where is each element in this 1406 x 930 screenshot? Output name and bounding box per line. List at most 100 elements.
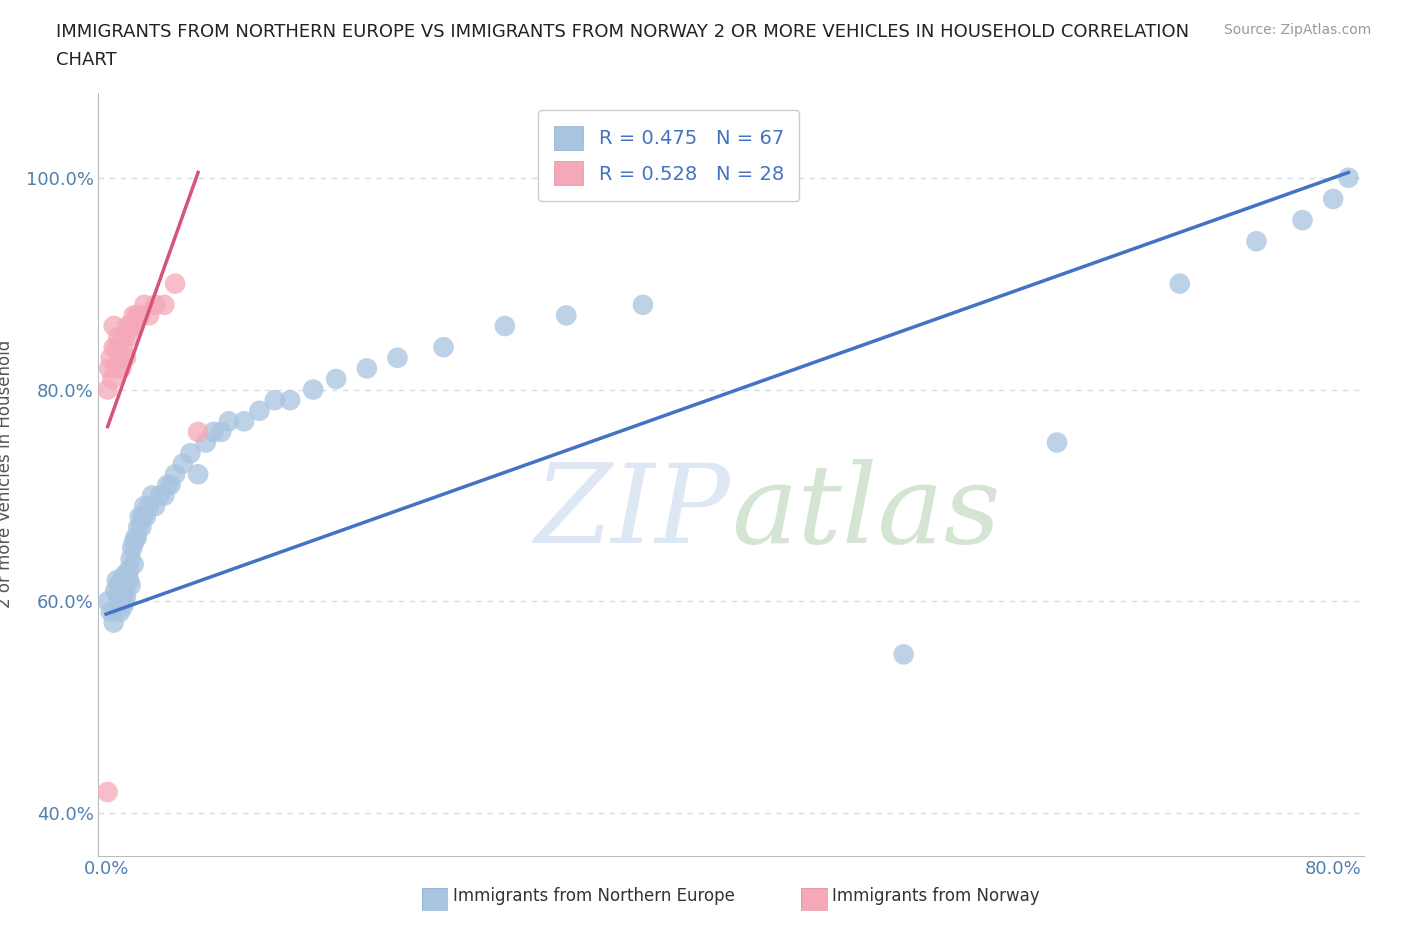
Point [118, 329, 141, 344]
Point [103, 339, 125, 354]
Point [125, 530, 148, 545]
Point [387, 351, 409, 365]
Point [97, 594, 120, 609]
Text: Immigrants from Northern Europe: Immigrants from Northern Europe [453, 887, 734, 905]
Point [107, 329, 129, 344]
Point [124, 530, 146, 545]
Point [128, 308, 150, 323]
Text: atlas: atlas [731, 458, 1001, 566]
Point [134, 298, 156, 312]
Point [122, 557, 145, 572]
Point [153, 298, 176, 312]
Text: Immigrants from Norway: Immigrants from Norway [832, 887, 1040, 905]
Point [104, 361, 127, 376]
Point [100, 604, 122, 619]
Text: ZIP: ZIP [536, 458, 731, 566]
Point [432, 339, 454, 354]
Point [153, 488, 176, 503]
Point [101, 371, 124, 387]
Point [117, 319, 139, 334]
Point [138, 498, 160, 513]
Point [494, 319, 516, 334]
Point [120, 551, 142, 566]
Point [165, 276, 187, 291]
Point [278, 392, 301, 407]
Point [110, 594, 132, 609]
Point [202, 424, 225, 439]
Point [114, 594, 136, 609]
Point [105, 339, 128, 354]
Point [1337, 170, 1360, 185]
Point [249, 404, 271, 418]
Point [121, 541, 143, 556]
Point [1322, 192, 1344, 206]
Point [117, 567, 139, 582]
Point [97, 785, 120, 800]
Point [555, 308, 578, 323]
Point [107, 578, 129, 593]
Point [179, 445, 201, 460]
Point [103, 615, 125, 630]
Point [111, 599, 134, 614]
Point [110, 361, 132, 376]
Text: CHART: CHART [56, 51, 117, 69]
Point [1168, 276, 1191, 291]
Point [1246, 233, 1268, 248]
Point [209, 424, 232, 439]
Point [105, 573, 128, 588]
Point [103, 319, 125, 334]
Point [115, 589, 138, 604]
Point [165, 467, 187, 482]
Point [108, 589, 131, 604]
Point [108, 604, 131, 619]
Point [893, 647, 915, 662]
Point [114, 329, 136, 344]
Text: IMMIGRANTS FROM NORTHERN EUROPE VS IMMIGRANTS FROM NORWAY 2 OR MORE VEHICLES IN : IMMIGRANTS FROM NORTHERN EUROPE VS IMMIG… [56, 23, 1189, 41]
Point [120, 319, 142, 334]
Point [325, 371, 347, 387]
Point [263, 392, 285, 407]
Point [115, 351, 138, 365]
Point [1046, 435, 1069, 450]
Point [122, 536, 145, 551]
Point [187, 424, 209, 439]
Point [172, 457, 194, 472]
Point [149, 488, 172, 503]
Point [159, 477, 181, 492]
Point [108, 351, 131, 365]
Point [100, 351, 122, 365]
Point [233, 414, 256, 429]
Point [143, 498, 166, 513]
Legend: R = 0.475   N = 67, R = 0.528   N = 28: R = 0.475 N = 67, R = 0.528 N = 28 [538, 111, 800, 201]
Point [98, 361, 121, 376]
Point [121, 319, 143, 334]
Point [143, 298, 166, 312]
Point [104, 583, 127, 598]
Point [114, 567, 136, 582]
Point [218, 414, 240, 429]
Point [120, 578, 142, 593]
Point [107, 594, 129, 609]
Point [118, 562, 141, 577]
Point [631, 298, 654, 312]
Point [141, 488, 163, 503]
Point [138, 308, 160, 323]
Point [110, 573, 132, 588]
Point [187, 467, 209, 482]
Point [125, 308, 148, 323]
Point [156, 477, 179, 492]
Point [356, 361, 378, 376]
Point [128, 510, 150, 525]
Point [111, 583, 134, 598]
Point [115, 578, 138, 593]
Point [97, 382, 120, 397]
Point [302, 382, 325, 397]
Y-axis label: 2 or more Vehicles in Household: 2 or more Vehicles in Household [0, 340, 14, 608]
Point [111, 339, 134, 354]
Point [122, 308, 145, 323]
Text: Source: ZipAtlas.com: Source: ZipAtlas.com [1223, 23, 1371, 37]
Point [132, 510, 155, 525]
Point [118, 573, 141, 588]
Point [134, 498, 156, 513]
Point [1291, 213, 1313, 228]
